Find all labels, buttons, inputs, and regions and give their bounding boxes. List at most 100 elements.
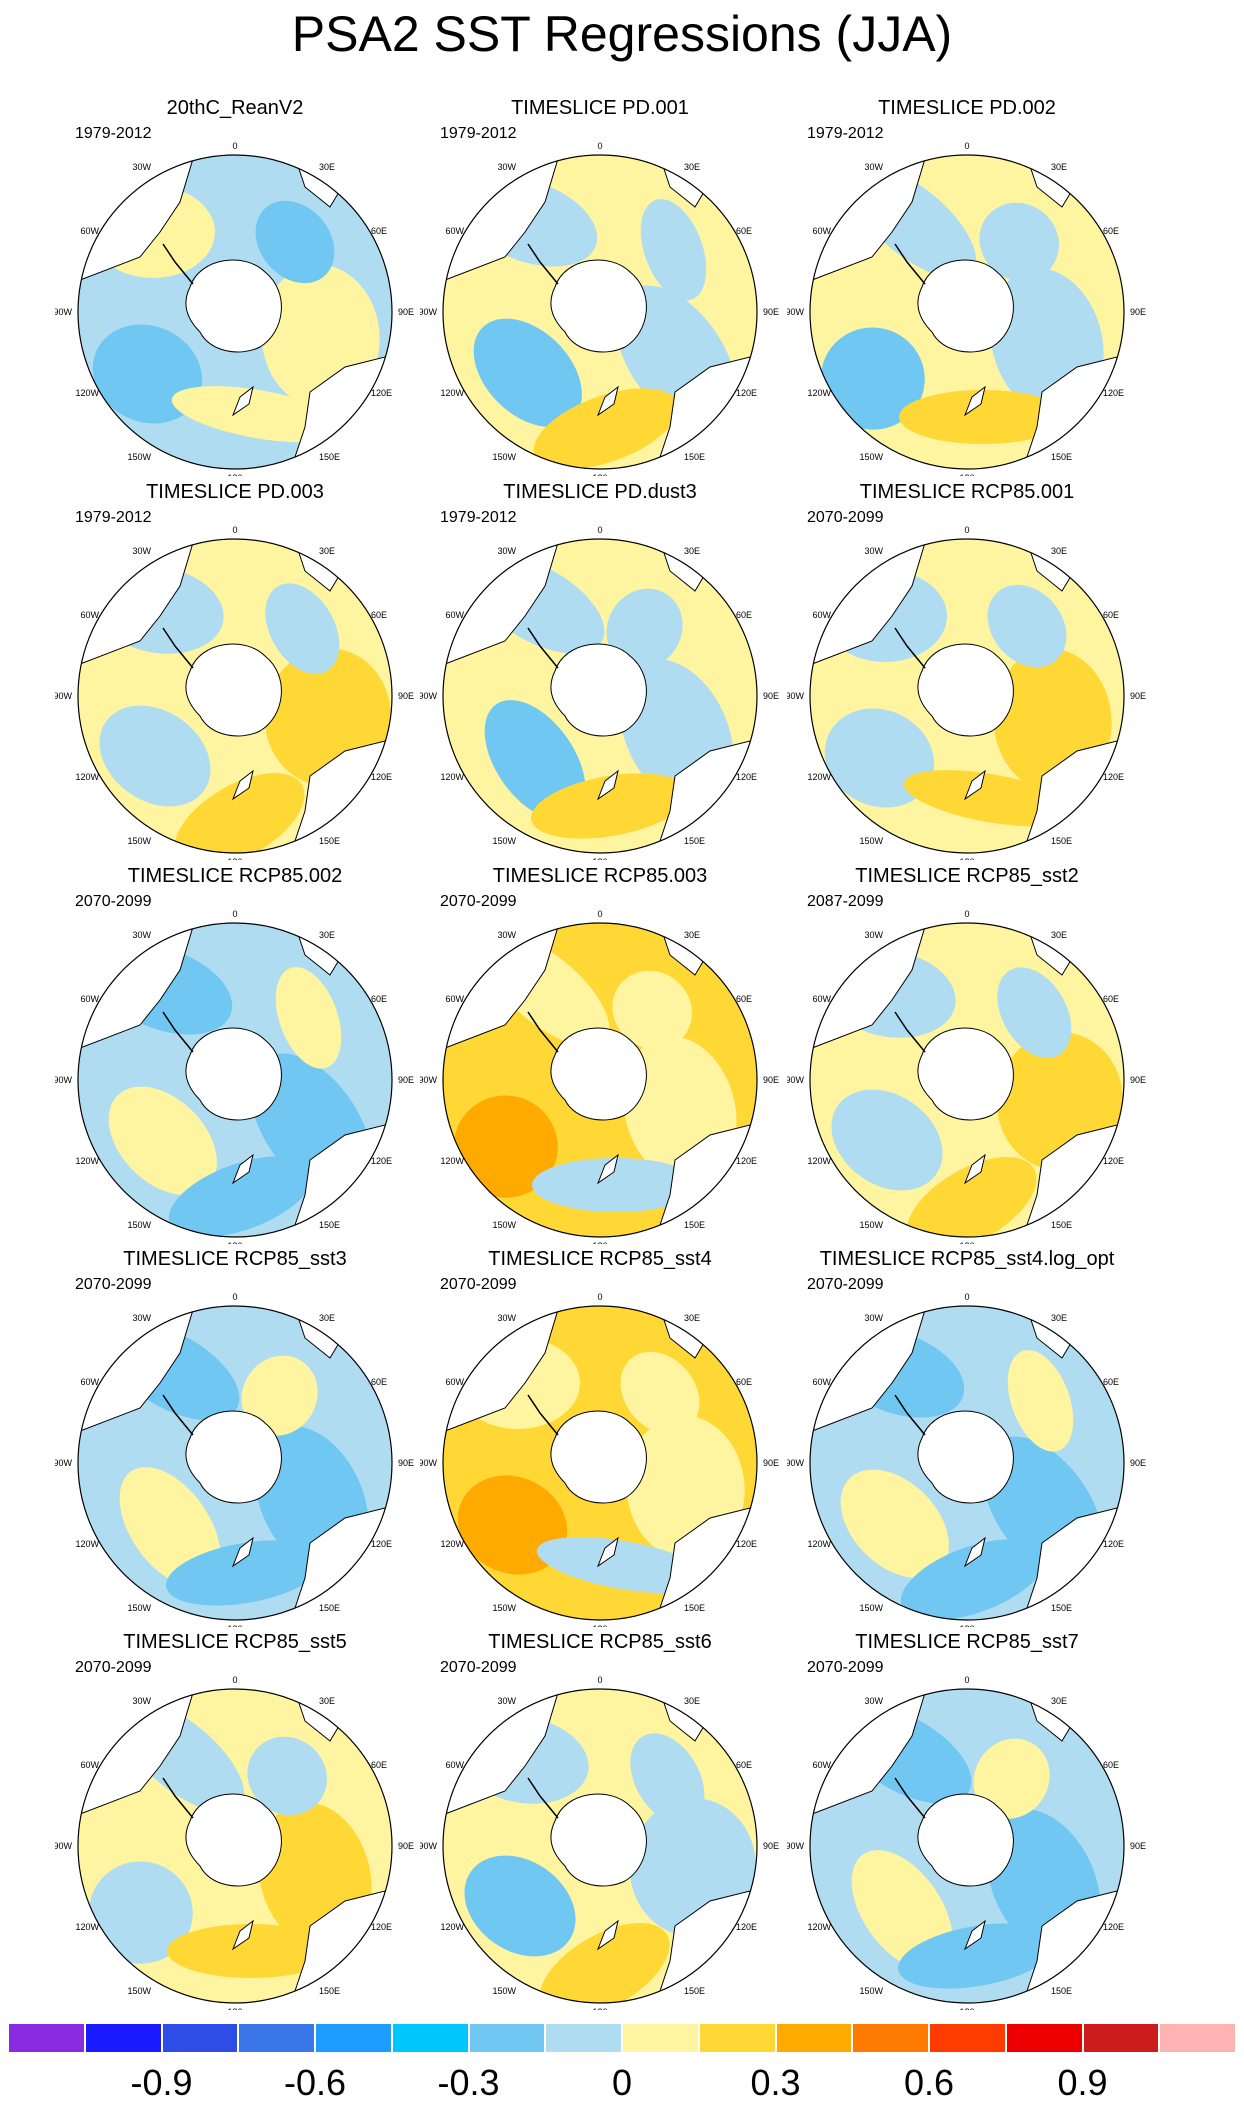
panel-title: 20thC_ReanV2 — [166, 97, 304, 119]
longitude-label: 150W — [127, 452, 151, 462]
longitude-label: 30W — [497, 1313, 516, 1323]
map-panel: TIMESLICE RCP85_sst6 2070-2099 0 30E 30W 60E 6… — [420, 1630, 800, 2010]
longitude-label: 180 — [959, 2007, 974, 2010]
new-zealand-land — [963, 385, 986, 417]
panel-period: 2087-2099 — [807, 893, 884, 910]
polar-map: 0 30E 30W 60E 60W 90E 90W 120E 120W 150E 150W 180 — [787, 141, 1146, 476]
antarctica-land — [550, 1410, 647, 1504]
longitude-label: 60W — [812, 610, 831, 620]
longitude-label: 120E — [736, 1922, 757, 1932]
sst-anomaly-region — [168, 1156, 314, 1237]
map-panel: TIMESLICE RCP85_sst5 2070-2099 0 30E 30W 60E 6… — [55, 1630, 435, 2010]
longitude-label: 150W — [859, 1603, 883, 1613]
longitude-label: 0 — [597, 909, 602, 919]
longitude-label: 90E — [1130, 691, 1146, 701]
sst-anomaly-region — [606, 588, 683, 669]
longitude-label: 30E — [319, 1696, 335, 1706]
longitude-label: 90E — [1130, 307, 1146, 317]
antarctic-peninsula — [894, 627, 926, 669]
polar-map: 0 30E 30W 60E 60W 90E 90W 120E 120W 150E 150W 180 — [55, 141, 414, 476]
longitude-label: 120E — [736, 772, 757, 782]
antarctica-land — [917, 643, 1014, 737]
panel-title: TIMESLICE RCP85_sst4 — [488, 1248, 712, 1270]
longitude-label: 30E — [1051, 546, 1067, 556]
longitude-label: 0 — [964, 141, 969, 151]
sst-anomaly-region — [453, 1095, 558, 1198]
map-panel: TIMESLICE RCP85.001 2070-2099 0 30E 30W 60E 60… — [787, 480, 1167, 860]
sst-anomaly-region — [171, 386, 346, 443]
longitude-label: 90W — [55, 1841, 72, 1851]
panel-title: TIMESLICE RCP85.001 — [859, 481, 1075, 503]
longitude-label: 0 — [232, 525, 237, 535]
longitude-label: 90E — [398, 691, 414, 701]
colorbar-tick-label: 0.9 — [1057, 2062, 1108, 2103]
panel-title: TIMESLICE PD.003 — [146, 481, 324, 503]
longitude-label: 30E — [684, 1313, 700, 1323]
longitude-label: 0 — [964, 525, 969, 535]
map-panel: TIMESLICE RCP85.002 2070-2099 0 30E 30W 60E 60… — [55, 864, 435, 1244]
longitude-label: 120E — [736, 388, 757, 398]
colorbar-swatch — [468, 2023, 546, 2053]
colorbar-tick-label: -0.3 — [437, 2062, 500, 2103]
map-panel: TIMESLICE RCP85_sst3 2070-2099 0 30E 30W 60E 6… — [55, 1247, 435, 1627]
colorbar-swatch — [545, 2023, 622, 2053]
longitude-label: 120E — [736, 1539, 757, 1549]
colorbar-tick-label: 0 — [611, 2062, 633, 2103]
longitude-label: 120E — [371, 1156, 392, 1166]
longitude-label: 90W — [420, 1075, 437, 1085]
longitude-label: 60W — [80, 226, 99, 236]
longitude-label: 60W — [445, 994, 464, 1004]
colorbar-tick-label: 0.3 — [750, 2062, 801, 2103]
longitude-label: 90E — [763, 307, 779, 317]
longitude-label: 30W — [132, 1313, 151, 1323]
longitude-label: 30E — [319, 930, 335, 940]
longitude-label: 150W — [492, 1220, 516, 1230]
new-zealand-land — [231, 1536, 254, 1568]
longitude-label: 150W — [492, 1603, 516, 1613]
longitude-label: 90W — [787, 1458, 804, 1468]
sst-anomaly-region — [906, 1157, 1037, 1237]
longitude-label: 60W — [80, 610, 99, 620]
polar-map: 0 30E 30W 60E 60W 90E 90W 120E 120W 150E 150W 180 — [420, 525, 779, 860]
panel-period: 1979-2012 — [440, 509, 517, 526]
panel-title: TIMESLICE RCP85_sst2 — [855, 865, 1079, 887]
map-boundary — [442, 922, 758, 1238]
longitude-label: 90E — [398, 1458, 414, 1468]
longitude-label: 180 — [592, 473, 607, 476]
longitude-label: 120W — [807, 1156, 831, 1166]
antarctica-land — [550, 1027, 647, 1121]
longitude-label: 30W — [864, 546, 883, 556]
longitude-label: 90W — [420, 1841, 437, 1851]
new-zealand-land — [596, 1153, 619, 1185]
longitude-label: 120E — [736, 1156, 757, 1166]
longitude-label: 150E — [684, 452, 705, 462]
longitude-label: 120E — [371, 1922, 392, 1932]
longitude-label: 0 — [232, 1292, 237, 1302]
panel-period: 2070-2099 — [440, 1276, 517, 1293]
antarctica-land — [550, 1793, 647, 1887]
longitude-label: 60E — [736, 994, 752, 1004]
sst-anomaly-region — [1007, 1350, 1074, 1452]
longitude-label: 30W — [132, 930, 151, 940]
longitude-label: 0 — [964, 1292, 969, 1302]
longitude-label: 0 — [597, 525, 602, 535]
new-zealand-land — [231, 769, 254, 801]
longitude-label: 90E — [1130, 1458, 1146, 1468]
longitude-label: 60W — [445, 1760, 464, 1770]
sst-anomaly-region — [536, 1537, 711, 1594]
longitude-label: 90W — [787, 307, 804, 317]
sst-anomaly-region — [473, 318, 582, 427]
map-boundary — [809, 922, 1125, 1238]
longitude-label: 150E — [684, 1220, 705, 1230]
polar-map: 0 30E 30W 60E 60W 90E 90W 120E 120W 150E 150W 180 — [787, 909, 1146, 1244]
longitude-label: 30W — [132, 1696, 151, 1706]
new-zealand-land — [963, 1919, 986, 1951]
longitude-label: 30E — [684, 930, 700, 940]
longitude-label: 180 — [592, 2007, 607, 2010]
polar-map: 0 30E 30W 60E 60W 90E 90W 120E 120W 150E 150W 180 — [55, 1675, 414, 2010]
longitude-label: 120E — [1103, 1922, 1124, 1932]
sst-anomaly-region — [241, 1355, 318, 1436]
colorbar-tick-label: -0.6 — [283, 2062, 347, 2103]
sst-anomaly-region — [979, 202, 1059, 282]
antarctic-peninsula — [162, 1011, 194, 1053]
